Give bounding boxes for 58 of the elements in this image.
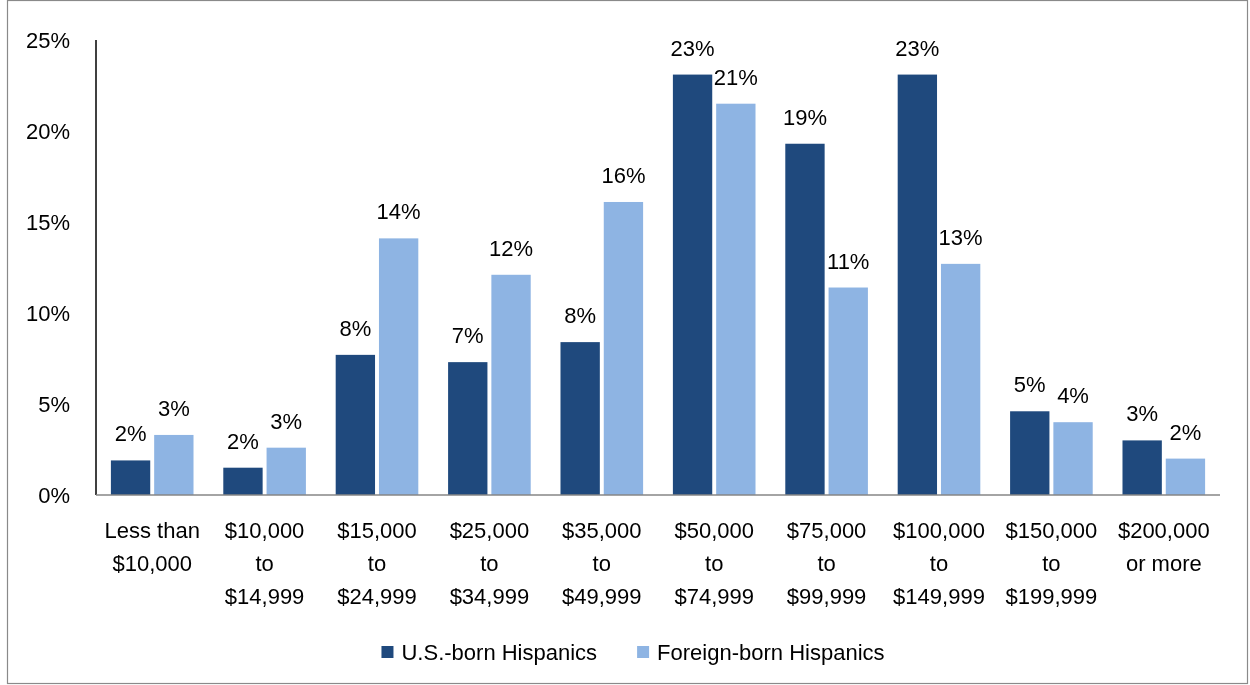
data-label: 11% bbox=[827, 248, 870, 274]
legend-label: U.S.-born Hispanics bbox=[401, 639, 598, 665]
data-label: 13% bbox=[938, 224, 983, 250]
bar bbox=[1053, 422, 1093, 495]
x-tick-label: $75,000 to $99,999 bbox=[786, 518, 867, 609]
x-tick-label: $35,000 to $49,999 bbox=[562, 518, 642, 609]
bar bbox=[110, 460, 151, 495]
bar bbox=[491, 274, 531, 495]
x-tick-label: Less than $10,000 bbox=[104, 518, 200, 576]
data-label: 8% bbox=[564, 303, 597, 329]
bar bbox=[785, 143, 825, 495]
bar bbox=[672, 74, 713, 495]
bar bbox=[1165, 458, 1206, 495]
bar bbox=[560, 342, 600, 495]
x-tick-label: $15,000 to $24,999 bbox=[337, 518, 417, 609]
bar bbox=[716, 103, 756, 495]
bar bbox=[378, 238, 419, 495]
bar bbox=[940, 263, 981, 495]
legend-label: Foreign-born Hispanics bbox=[657, 639, 885, 665]
y-tick-label: 15% bbox=[25, 209, 70, 235]
data-label: 19% bbox=[782, 104, 827, 130]
x-tick-label: $10,000 to $14,999 bbox=[224, 518, 305, 609]
x-tick-label: $25,000 to $34,999 bbox=[449, 518, 530, 609]
y-tick-label: 10% bbox=[25, 300, 70, 326]
data-label: 16% bbox=[601, 162, 646, 188]
y-tick-label: 20% bbox=[25, 118, 70, 144]
data-label: 7% bbox=[451, 323, 484, 349]
data-label: 23% bbox=[895, 35, 940, 61]
data-label: 14% bbox=[376, 199, 421, 225]
data-label: 2% bbox=[1169, 419, 1202, 445]
bar bbox=[154, 434, 194, 495]
data-label: 8% bbox=[339, 315, 372, 341]
data-label: 21% bbox=[713, 64, 758, 90]
data-label: 5% bbox=[1013, 372, 1046, 398]
bar bbox=[828, 287, 868, 495]
bar bbox=[266, 447, 306, 495]
x-tick-label: $200,000 or more bbox=[1117, 518, 1210, 576]
bar bbox=[335, 354, 376, 495]
y-tick-label: 25% bbox=[25, 27, 70, 53]
y-tick-label: 5% bbox=[38, 391, 70, 417]
data-label: 12% bbox=[489, 235, 534, 261]
x-tick-label: $100,000 to $149,999 bbox=[893, 518, 985, 609]
bar bbox=[448, 362, 488, 495]
bar bbox=[1010, 411, 1050, 495]
data-label: 4% bbox=[1057, 383, 1089, 409]
bar bbox=[603, 201, 644, 495]
data-label: 2% bbox=[227, 428, 259, 454]
data-label: 3% bbox=[1126, 401, 1159, 427]
x-tick-label: $50,000 to $74,999 bbox=[674, 518, 754, 609]
bar bbox=[223, 467, 263, 495]
x-tick-label: $150,000 to $199,999 bbox=[1005, 518, 1098, 609]
bar bbox=[897, 74, 938, 495]
data-label: 23% bbox=[670, 35, 715, 61]
bar bbox=[1122, 440, 1162, 495]
data-label: 2% bbox=[114, 421, 147, 447]
data-label: 3% bbox=[157, 395, 190, 421]
y-tick-label: 0% bbox=[38, 482, 70, 508]
data-label: 3% bbox=[270, 408, 303, 434]
